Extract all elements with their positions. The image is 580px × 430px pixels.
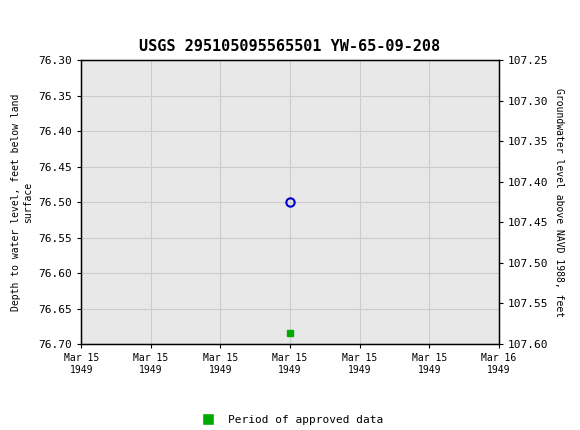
Y-axis label: Groundwater level above NAVD 1988, feet: Groundwater level above NAVD 1988, feet [554,88,564,316]
Legend: Period of approved data: Period of approved data [193,410,387,429]
Text: USGS 295105095565501 YW-65-09-208: USGS 295105095565501 YW-65-09-208 [139,39,441,54]
Y-axis label: Depth to water level, feet below land
surface: Depth to water level, feet below land su… [11,93,33,311]
Text: ≡USGS: ≡USGS [12,10,66,28]
